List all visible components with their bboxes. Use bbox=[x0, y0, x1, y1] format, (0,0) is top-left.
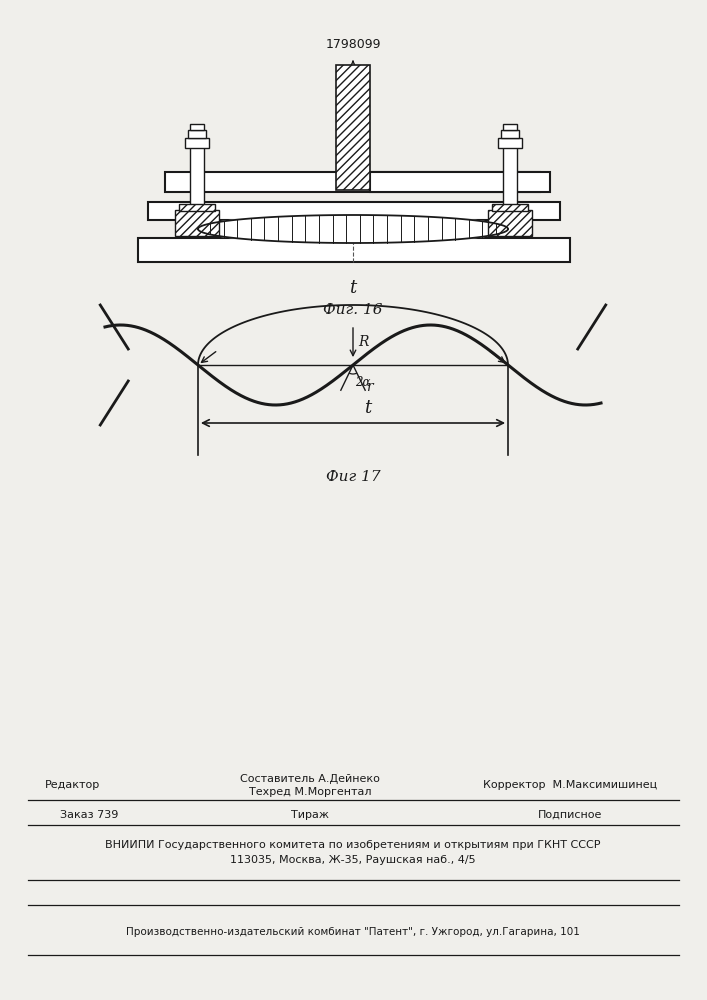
Text: Подписное: Подписное bbox=[538, 810, 602, 820]
Text: 113035, Москва, Ж-35, Раушская наб., 4/5: 113035, Москва, Ж-35, Раушская наб., 4/5 bbox=[230, 855, 476, 865]
Bar bbox=[498, 138, 522, 148]
Text: Заказ 739: Заказ 739 bbox=[60, 810, 118, 820]
Bar bbox=[190, 145, 204, 210]
Bar bbox=[148, 202, 560, 220]
Bar bbox=[488, 210, 532, 236]
Text: Тираж: Тираж bbox=[291, 810, 329, 820]
Bar bbox=[185, 138, 209, 148]
Text: t: t bbox=[349, 279, 356, 297]
Bar bbox=[336, 65, 370, 190]
Bar bbox=[370, 172, 550, 192]
Text: Корректор  М.Максимишинец: Корректор М.Максимишинец bbox=[483, 780, 657, 790]
Bar bbox=[501, 130, 519, 138]
Bar bbox=[179, 204, 215, 211]
Text: 1798099: 1798099 bbox=[325, 38, 381, 51]
Text: Производственно-издательский комбинат "Патент", г. Ужгород, ул.Гагарина, 101: Производственно-издательский комбинат "П… bbox=[126, 927, 580, 937]
Bar bbox=[165, 172, 540, 192]
Bar bbox=[175, 210, 219, 236]
Bar bbox=[492, 204, 528, 211]
Bar bbox=[190, 124, 204, 130]
Text: Составитель А.Дейнеко: Составитель А.Дейнеко bbox=[240, 774, 380, 784]
Text: Техред М.Моргентал: Техред М.Моргентал bbox=[249, 787, 371, 797]
Bar bbox=[138, 238, 570, 262]
Bar bbox=[503, 145, 517, 210]
Polygon shape bbox=[198, 215, 508, 243]
Text: r: r bbox=[366, 380, 373, 394]
Text: Фиг. 16: Фиг. 16 bbox=[323, 303, 382, 317]
Text: 2α: 2α bbox=[355, 376, 370, 389]
Text: ВНИИПИ Государственного комитета по изобретениям и открытиям при ГКНТ СССР: ВНИИПИ Государственного комитета по изоб… bbox=[105, 840, 601, 850]
Text: R: R bbox=[358, 336, 368, 350]
Bar bbox=[188, 130, 206, 138]
Text: Редактор: Редактор bbox=[45, 780, 100, 790]
Bar bbox=[503, 124, 517, 130]
Text: Фиг 17: Фиг 17 bbox=[326, 470, 380, 484]
Text: t: t bbox=[364, 399, 372, 417]
